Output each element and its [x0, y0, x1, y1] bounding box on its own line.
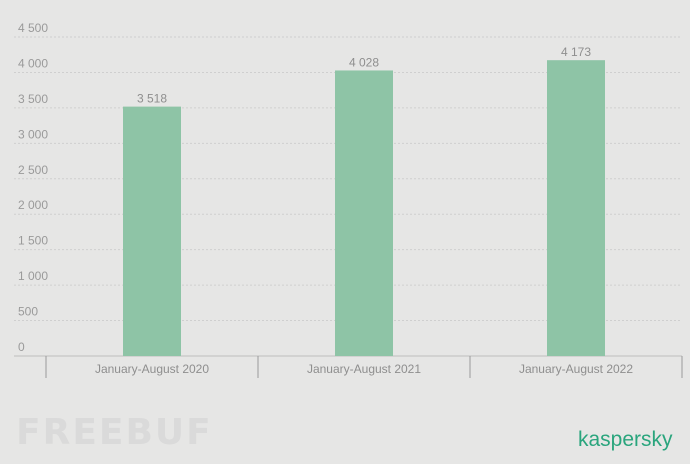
data-label: 4 173 — [561, 45, 591, 59]
y-tick-label: 1 000 — [18, 269, 48, 283]
bar — [335, 70, 393, 356]
data-label: 3 518 — [137, 92, 167, 106]
x-category-label: January-August 2020 — [95, 362, 209, 376]
y-tick-label: 1 500 — [18, 234, 48, 248]
y-tick-label: 2 500 — [18, 163, 48, 177]
bar — [547, 60, 605, 357]
y-tick-label: 2 000 — [18, 198, 48, 212]
bar — [123, 106, 181, 357]
watermark-text: FREEBUF — [16, 412, 213, 453]
y-tick-label: 500 — [18, 305, 38, 319]
y-tick-label: 4 000 — [18, 56, 48, 70]
x-category-label: January-August 2022 — [519, 362, 633, 376]
y-tick-label: 3 000 — [18, 127, 48, 141]
data-label: 4 028 — [349, 55, 379, 69]
x-category-label: January-August 2021 — [307, 362, 421, 376]
y-tick-label: 4 500 — [18, 21, 48, 35]
kaspersky-logo: kaspersky — [578, 428, 673, 451]
y-tick-label: 3 500 — [18, 92, 48, 106]
y-tick-label: 0 — [18, 340, 25, 354]
